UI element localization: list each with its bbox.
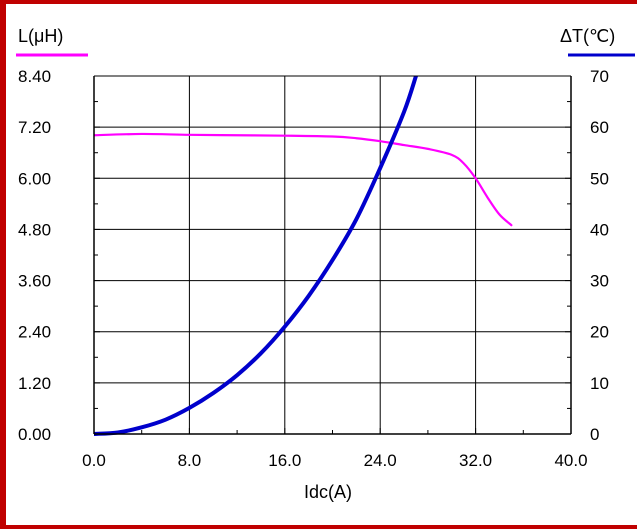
y-right-tick-label: 40 <box>590 220 609 239</box>
y-left-tick-label: 2.40 <box>18 323 51 342</box>
inductance-series-line <box>94 132 513 227</box>
chart-grid <box>94 76 571 434</box>
y-left-tick-label: 4.80 <box>18 220 51 239</box>
y-right-tick-label: 60 <box>590 118 609 137</box>
x-tick-label: 32.0 <box>459 451 492 470</box>
chart-labels: 0.0 8.0 16.0 24.0 32.0 40.0 0.00 1.20 2.40 3.60 4.… <box>18 67 609 470</box>
y-axis-left-title: L(μH) <box>18 26 63 46</box>
y-left-tick-label: 0.00 <box>18 425 51 444</box>
y-right-tick-label: 0 <box>590 425 599 444</box>
chart-series <box>94 76 513 436</box>
y-right-tick-label: 50 <box>590 169 609 188</box>
y-right-tick-label: 10 <box>590 374 609 393</box>
y-right-tick-label: 20 <box>590 323 609 342</box>
y-left-tick-label: 8.40 <box>18 67 51 86</box>
x-tick-label: 0.0 <box>82 451 106 470</box>
temperature-rise-series-line <box>94 76 418 436</box>
x-tick-label: 8.0 <box>178 451 202 470</box>
y-left-tick-label: 6.00 <box>18 169 51 188</box>
x-axis-title: Idc(A) <box>304 482 352 502</box>
chart-axes <box>93 75 572 435</box>
y-left-tick-label: 1.20 <box>18 374 51 393</box>
x-tick-label: 24.0 <box>364 451 397 470</box>
x-tick-label: 40.0 <box>554 451 587 470</box>
y-right-tick-label: 70 <box>590 67 609 86</box>
x-tick-label: 16.0 <box>268 451 301 470</box>
y-left-tick-label: 7.20 <box>18 118 51 137</box>
y-right-tick-label: 30 <box>590 272 609 291</box>
y-left-tick-label: 3.60 <box>18 272 51 291</box>
y-axis-right-title: ΔT(℃) <box>560 26 615 46</box>
